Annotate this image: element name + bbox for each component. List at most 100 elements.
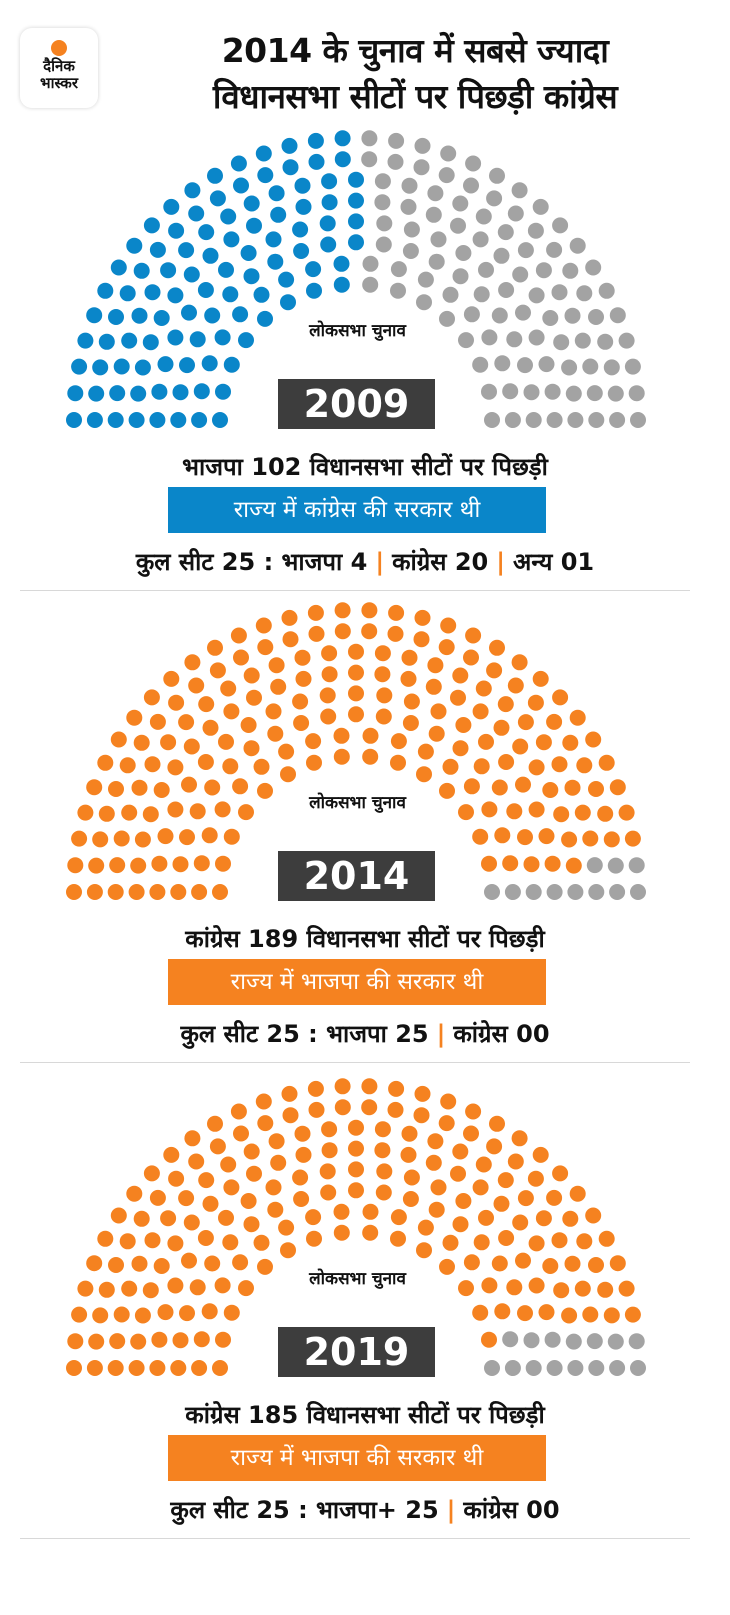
seat-dot-other <box>564 307 581 324</box>
seat-dot-lead <box>333 1224 350 1241</box>
seat-dot-lead <box>207 167 223 184</box>
seat-dot-lead <box>307 604 324 621</box>
seat-dot-lead <box>294 1125 311 1142</box>
seat-dot-lead <box>502 855 519 872</box>
seat-dot-other <box>523 1332 540 1349</box>
seat-dot-lead <box>472 1179 489 1196</box>
seat-dot-lead <box>294 649 311 666</box>
seat-dot-lead <box>472 703 489 720</box>
divider <box>20 590 690 591</box>
seat-dot-lead <box>585 731 602 748</box>
seat-dot-lead <box>494 827 511 844</box>
seat-dot-lead <box>527 694 544 711</box>
seat-dot-lead <box>109 1333 126 1350</box>
seat-dot-lead <box>153 782 170 798</box>
seat-dot-lead <box>320 236 337 253</box>
seat-dot-lead <box>267 1201 284 1218</box>
seat-dot-other <box>561 359 578 376</box>
seat-dot-lead <box>238 804 254 821</box>
seat-dot-lead <box>143 1165 160 1182</box>
seat-dot-lead <box>497 1172 514 1189</box>
seat-dot-lead <box>282 1107 299 1124</box>
seat-dot-lead <box>427 1133 444 1150</box>
seat-dot-lead <box>265 703 282 720</box>
seat-dot-lead <box>131 307 148 324</box>
seat-dot-lead <box>212 412 228 428</box>
seat-dot-lead <box>475 680 492 697</box>
seat-dot-lead <box>282 631 299 648</box>
seat-dot-lead <box>183 738 200 755</box>
seat-dot-lead <box>390 733 407 750</box>
seat-dot-lead <box>551 1232 568 1249</box>
seat-dot-other <box>498 282 515 298</box>
seat-dot-lead <box>184 182 201 199</box>
seat-dot-lead <box>374 1142 391 1159</box>
seat-dot-other <box>597 333 614 350</box>
seat-dot-lead <box>334 130 351 147</box>
seat-dot-lead <box>574 804 591 821</box>
seat-dot-other <box>546 241 563 258</box>
seat-dot-lead <box>293 1191 310 1207</box>
title-line2: विधानसभा सीटों पर पिछड़ी कांग्रेस <box>212 77 618 116</box>
total-part: कुल सीट 25 : भाजपा 25 <box>180 1020 429 1048</box>
seat-dot-lead <box>160 734 177 751</box>
seat-dot-other <box>427 185 444 202</box>
seat-dot-lead <box>232 778 249 795</box>
seat-dot-other <box>494 355 511 372</box>
seat-dot-lead <box>153 310 170 326</box>
seat-dot-lead <box>207 639 223 656</box>
seat-dot-lead <box>268 185 285 202</box>
seat-dot-lead <box>414 1085 431 1102</box>
seat-dot-lead <box>163 198 180 215</box>
headline: कांग्रेस 189 विधानसभा सीटों पर पिछड़ी <box>185 925 545 953</box>
seat-dot-lead <box>546 1189 563 1206</box>
seat-dot-lead <box>168 694 185 711</box>
seat-dot-other <box>517 357 533 374</box>
seat-dot-lead <box>308 153 325 170</box>
seat-dot-lead <box>538 1304 555 1321</box>
seat-dot-lead <box>597 1281 614 1298</box>
year-box: 2009 <box>278 379 435 429</box>
seat-dot-lead <box>491 779 508 796</box>
seat-dot-lead <box>204 307 221 324</box>
seat-dot-lead <box>265 231 282 248</box>
seat-dot-other <box>452 195 469 212</box>
divider <box>20 1062 690 1063</box>
seat-dot-lead <box>126 237 143 254</box>
seat-dot-other <box>362 276 379 293</box>
seat-dot-lead <box>257 782 273 799</box>
seat-dot-lead <box>246 217 262 234</box>
seat-dot-lead <box>506 803 523 820</box>
seat-dot-lead <box>552 689 569 706</box>
seat-dot-lead <box>109 857 126 874</box>
seat-dot-lead <box>168 222 185 239</box>
seat-dot-lead <box>333 748 350 765</box>
seat-dot-other <box>438 167 455 184</box>
seat-dot-lead <box>223 1179 240 1196</box>
seat-dot-lead <box>362 1224 379 1241</box>
seat-dot-lead <box>220 680 237 697</box>
seat-dots <box>66 602 646 900</box>
seat-dot-other <box>603 359 620 376</box>
seat-dot-lead <box>305 1209 322 1226</box>
seat-dot-lead <box>481 1277 498 1294</box>
seat-dot-lead <box>306 1230 322 1247</box>
seat-dot-lead <box>133 734 150 751</box>
seat-dot-lead <box>387 625 404 642</box>
seat-dot-lead <box>243 740 260 757</box>
seat-dot-lead <box>512 1214 529 1231</box>
seat-dot-lead <box>400 1146 417 1163</box>
seat-dot-lead <box>333 276 350 293</box>
seat-dot-lead <box>143 689 160 706</box>
seat-dot-lead <box>209 1138 226 1155</box>
seat-dot-lead <box>320 1184 337 1201</box>
seat-dot-other <box>475 208 492 225</box>
seat-dot-lead <box>86 1360 103 1376</box>
seat-dot-other <box>361 130 378 147</box>
seat-dot-lead <box>553 1282 570 1299</box>
seat-dot-lead <box>130 857 147 874</box>
seat-dot-lead <box>546 713 563 730</box>
seat-dot-lead <box>361 623 378 640</box>
seat-dot-lead <box>486 662 503 679</box>
